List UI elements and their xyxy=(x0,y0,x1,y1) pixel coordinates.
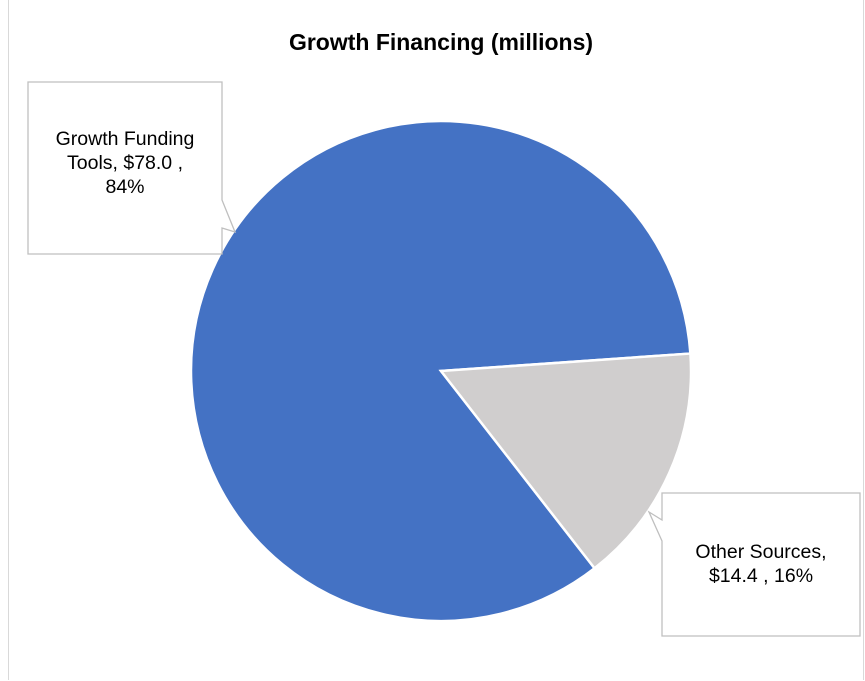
data-label-line: Growth Funding xyxy=(56,128,195,150)
callout-box xyxy=(647,492,861,637)
callout-box xyxy=(27,81,237,255)
data-label-line: Other Sources, xyxy=(695,541,826,563)
data-label-line: Tools, $78.0 , xyxy=(67,152,183,174)
pie-slices xyxy=(189,119,693,623)
data-label-other-sources: Other Sources,$14.4 , 16% xyxy=(647,492,861,637)
pie-slice-other-sources xyxy=(438,352,693,571)
data-label-line: $14.4 , 16% xyxy=(709,565,813,587)
chart-title: Growth Financing (millions) xyxy=(289,29,593,55)
data-label-line: 84% xyxy=(105,176,144,198)
